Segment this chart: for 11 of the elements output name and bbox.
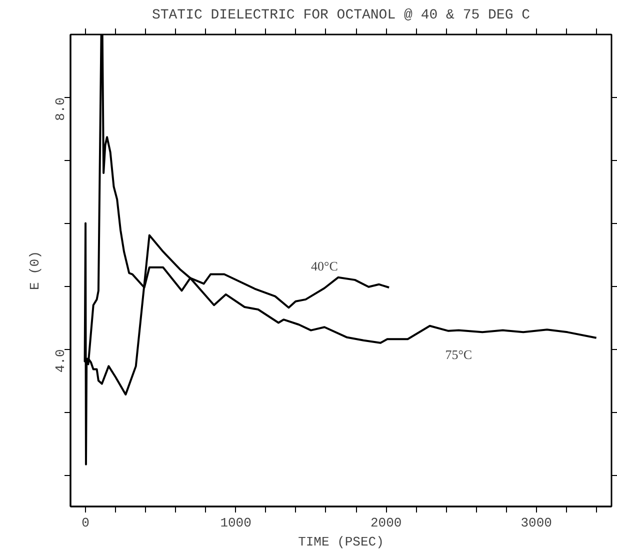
x-tick-label: 2000 bbox=[370, 516, 402, 530]
x-tick-label: 1000 bbox=[220, 516, 252, 530]
x-axis-title: TIME (PSEC) bbox=[298, 534, 384, 550]
chart-title: STATIC DIELECTRIC FOR OCTANOL @ 40 & 75 DEG C bbox=[152, 8, 530, 24]
series-label: 40°C bbox=[311, 258, 338, 274]
x-tick-label: 3000 bbox=[520, 516, 552, 530]
y-axis-title: E (0) bbox=[28, 250, 42, 290]
series-label: 75°C bbox=[445, 346, 472, 362]
x-tick-label: 0 bbox=[82, 516, 90, 530]
y-tick-label: 4.0 bbox=[53, 349, 68, 373]
y-tick-label: 8.0 bbox=[53, 97, 68, 121]
